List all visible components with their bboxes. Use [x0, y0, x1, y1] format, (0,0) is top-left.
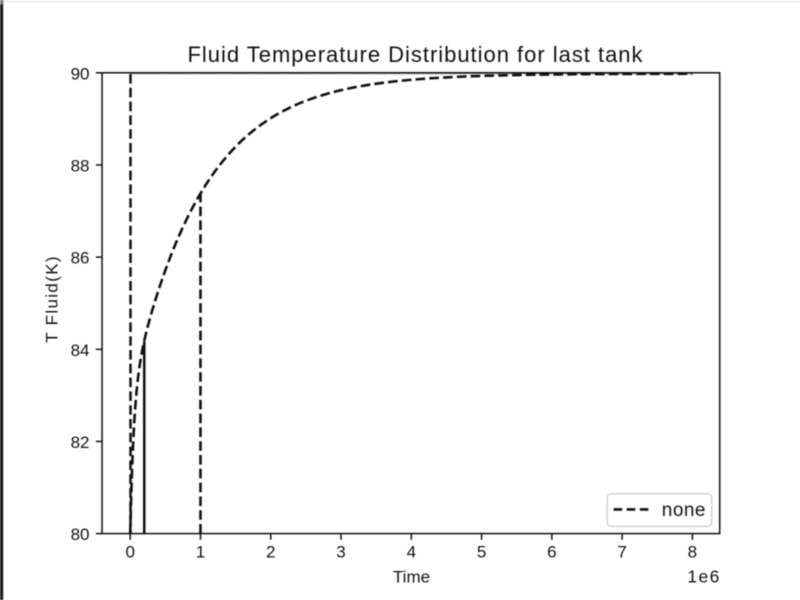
svg-text:1e6: 1e6: [687, 567, 720, 587]
svg-text:T Fluid(K): T Fluid(K): [43, 255, 62, 343]
svg-text:8: 8: [688, 543, 697, 562]
svg-text:88: 88: [71, 157, 90, 176]
svg-text:82: 82: [71, 433, 90, 452]
svg-text:86: 86: [71, 249, 90, 268]
svg-text:none: none: [662, 500, 706, 521]
svg-text:84: 84: [71, 341, 90, 360]
svg-text:6: 6: [547, 543, 556, 562]
svg-text:5: 5: [477, 543, 486, 562]
svg-text:1: 1: [196, 543, 205, 562]
svg-text:90: 90: [71, 64, 90, 83]
svg-text:2: 2: [266, 543, 275, 562]
svg-text:80: 80: [71, 525, 90, 544]
svg-text:7: 7: [617, 543, 626, 562]
svg-text:Fluid Temperature Distribution: Fluid Temperature Distribution for last …: [187, 42, 643, 67]
svg-text:Time: Time: [393, 568, 430, 587]
svg-text:0: 0: [125, 543, 134, 562]
svg-text:3: 3: [336, 543, 345, 562]
svg-text:4: 4: [407, 543, 416, 562]
